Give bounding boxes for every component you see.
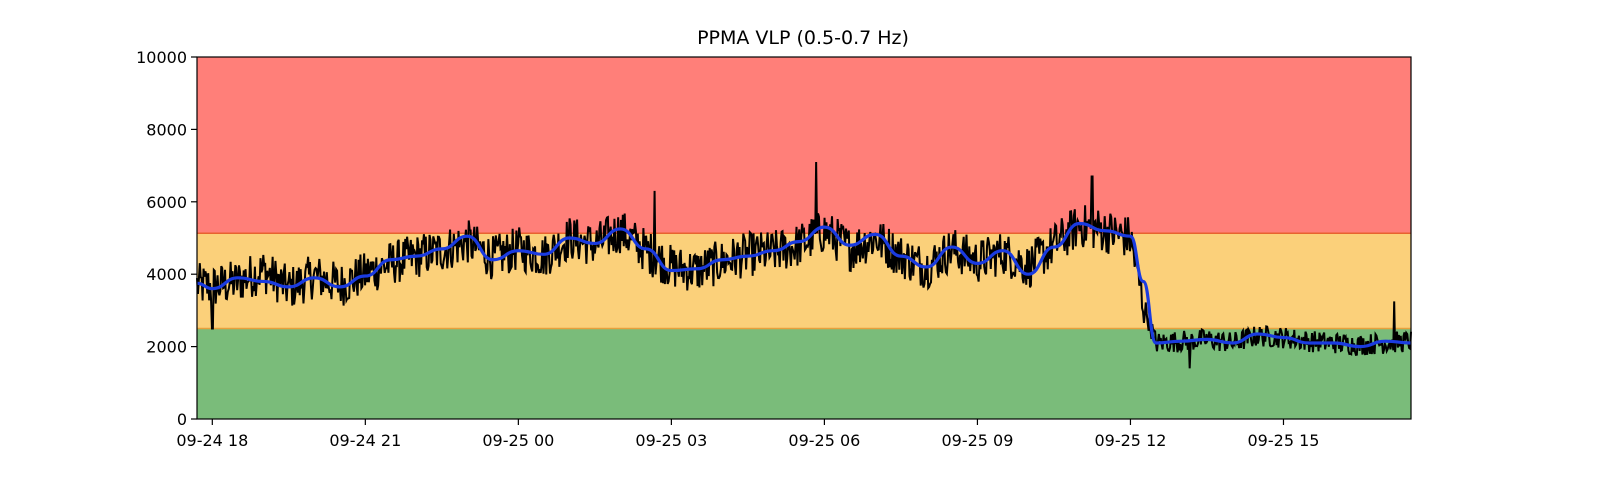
x-tick-label-0: 09-24 18 xyxy=(176,431,248,450)
series-layer xyxy=(196,161,1412,369)
x-axis: 09-24 18 09-24 21 09-25 00 09-25 03 09-25 06… xyxy=(176,419,1319,450)
y-tick-label-5: 10000 xyxy=(136,48,187,67)
x-tick-label-6: 09-25 12 xyxy=(1094,431,1166,450)
threshold-bands xyxy=(197,57,1411,419)
x-tick-label-4: 09-25 06 xyxy=(788,431,860,450)
y-tick-label-1: 2000 xyxy=(146,338,187,357)
chart-title: PPMA VLP (0.5-0.7 Hz) xyxy=(697,27,909,49)
x-tick-label-1: 09-24 21 xyxy=(329,431,401,450)
raw-series-line xyxy=(196,161,1412,369)
y-tick-label-2: 4000 xyxy=(146,265,187,284)
x-tick-label-2: 09-25 00 xyxy=(482,431,554,450)
y-tick-label-3: 6000 xyxy=(146,193,187,212)
plot-frame xyxy=(196,56,1412,420)
y-tick-label-4: 8000 xyxy=(146,120,187,139)
y-axis: 0 2000 4000 6000 8000 10000 xyxy=(136,48,197,429)
smoothed-series-line xyxy=(196,221,1412,349)
y-tick-label-0: 0 xyxy=(177,410,187,429)
x-tick-label-3: 09-25 03 xyxy=(635,431,707,450)
band-0 xyxy=(197,328,1411,419)
x-tick-label-5: 09-25 09 xyxy=(941,431,1013,450)
x-tick-label-7: 09-25 15 xyxy=(1248,431,1320,450)
band-2 xyxy=(197,57,1411,234)
